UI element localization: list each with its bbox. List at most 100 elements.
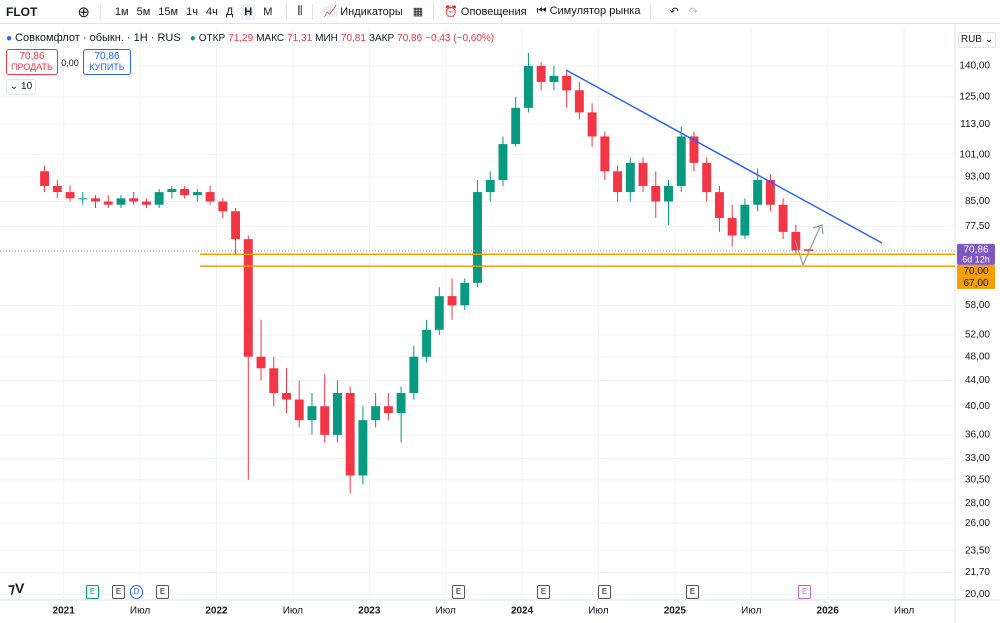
last-price-label: 70,86: [963, 245, 988, 256]
intervals: 1м 5м 15м 1ч 4ч Д Н М: [111, 3, 276, 20]
interval[interactable]: 1м: [114, 5, 129, 18]
candle-body: [587, 112, 597, 137]
toolbar: FLOT ⊕ 1м 5м 15м 1ч 4ч Д Н М ⫼ 📈 Индикаторы ▦ ⏰…: [0, 0, 1000, 24]
interval[interactable]: Н: [241, 3, 256, 20]
candle-body: [294, 399, 304, 421]
low-label: МИН: [315, 32, 338, 44]
candle-body: [765, 180, 775, 205]
event-badge[interactable]: E: [452, 585, 465, 599]
candle-body: [345, 392, 355, 476]
candle-body: [651, 185, 661, 202]
sell-button[interactable]: 70,86 ПРОДАТЬ: [6, 49, 58, 75]
event-badge[interactable]: E: [86, 585, 99, 599]
candle-body: [269, 368, 279, 393]
candle-body: [167, 189, 177, 193]
symbol[interactable]: FLOT: [6, 4, 38, 19]
candle-body: [702, 162, 712, 193]
instrument-name: Совкомфлот · обыкн. · 1Н · RUS: [15, 32, 181, 44]
open-value: 71,29: [228, 32, 254, 44]
event-badge[interactable]: E: [537, 585, 550, 599]
add-symbol[interactable]: ⊕: [77, 3, 90, 21]
status-dot: ●: [189, 32, 196, 44]
candle-body: [498, 144, 508, 181]
event-badge[interactable]: E: [686, 585, 699, 599]
candle-body: [320, 406, 330, 435]
candle-body: [218, 201, 228, 212]
layouts[interactable]: ▦: [412, 6, 424, 18]
indicators-button[interactable]: 📈 Индикаторы: [323, 6, 403, 18]
event-badge[interactable]: E: [798, 585, 811, 599]
interval[interactable]: М: [263, 5, 273, 18]
candle-body: [383, 406, 393, 414]
candle-body: [613, 171, 623, 193]
buy-button[interactable]: 70,86 КУПИТЬ: [83, 49, 131, 75]
y-tick-label: 21,70: [965, 567, 990, 578]
candle-body: [804, 249, 814, 251]
event-badge[interactable]: E: [156, 585, 169, 599]
interval[interactable]: 1ч: [186, 5, 198, 18]
alerts-label: Оповещения: [460, 6, 527, 18]
chart-style[interactable]: ⫼: [297, 5, 303, 17]
replay-button[interactable]: ⏮ Симулятор рынка: [536, 5, 641, 17]
last-price-box: [957, 243, 995, 265]
candle-body: [638, 162, 648, 186]
trend-line: [565, 69, 883, 244]
y-tick-label: 20,00: [965, 589, 990, 600]
redo[interactable]: ↷: [688, 6, 698, 18]
candle-body: [205, 192, 215, 202]
candle-body: [180, 189, 190, 196]
currency[interactable]: RUB ⌄: [958, 32, 996, 48]
candle-body: [154, 192, 164, 205]
interval[interactable]: 4ч: [205, 5, 218, 18]
interval[interactable]: Д: [225, 5, 234, 18]
indicators-toggle[interactable]: ⌄ 10: [6, 79, 36, 95]
x-tick-label: Июл: [894, 606, 914, 617]
y-tick-label: 125,00: [959, 91, 990, 102]
replay-label: Симулятор рынка: [549, 5, 641, 17]
countdown-label: 6d 12h: [962, 254, 990, 264]
candle-body: [714, 192, 724, 218]
candle-body: [574, 90, 584, 113]
alerts-button[interactable]: ⏰ Оповещения: [444, 6, 527, 18]
candle-body: [676, 136, 686, 186]
indicators-label: Индикаторы: [340, 6, 403, 18]
candle-body: [600, 136, 610, 172]
candle-body: [103, 201, 113, 205]
price-line-label: 70,00: [963, 266, 988, 277]
candle-body: [727, 217, 737, 236]
x-tick-label: Июл: [436, 606, 456, 617]
candle-body: [141, 201, 151, 205]
y-tick-label: 58,00: [965, 300, 990, 311]
candle-body: [396, 392, 406, 414]
y-tick-label: 140,00: [959, 61, 990, 72]
event-badge[interactable]: E: [112, 585, 125, 599]
x-tick-label: 2021: [53, 606, 76, 617]
y-tick-label: 44,00: [965, 375, 990, 386]
undo[interactable]: ↶: [669, 6, 679, 18]
sell-label: ПРОДАТЬ: [11, 62, 53, 72]
y-tick-label: 26,00: [965, 518, 990, 529]
interval[interactable]: 15м: [158, 5, 179, 18]
currency-label: RUB: [960, 34, 982, 45]
forecast-arrow-head: [812, 224, 824, 235]
buy-label: КУПИТЬ: [89, 62, 125, 72]
candle-body: [753, 180, 763, 205]
x-tick-label: 2026: [817, 606, 840, 617]
event-badge[interactable]: D: [130, 585, 143, 599]
event-badge[interactable]: E: [598, 585, 611, 599]
legend: ● Совкомфлот · обыкн. · 1Н · RUS ● ОТКР 7…: [6, 32, 494, 44]
candle-body: [282, 392, 291, 400]
interval[interactable]: 5м: [136, 5, 151, 18]
candle-body: [40, 171, 50, 186]
y-tick-label: 113,00: [960, 119, 990, 130]
separator: [433, 3, 435, 20]
candle-body: [409, 356, 419, 393]
candle-body: [689, 136, 699, 163]
x-tick-label: 2024: [511, 606, 534, 617]
y-tick-label: 52,00: [965, 330, 990, 341]
change: −0,43 (−0,60%): [425, 32, 495, 44]
x-tick-label: 2025: [664, 606, 687, 617]
candle-body: [536, 65, 546, 82]
y-tick-label: 23,50: [965, 545, 990, 556]
candle-body: [664, 185, 673, 202]
